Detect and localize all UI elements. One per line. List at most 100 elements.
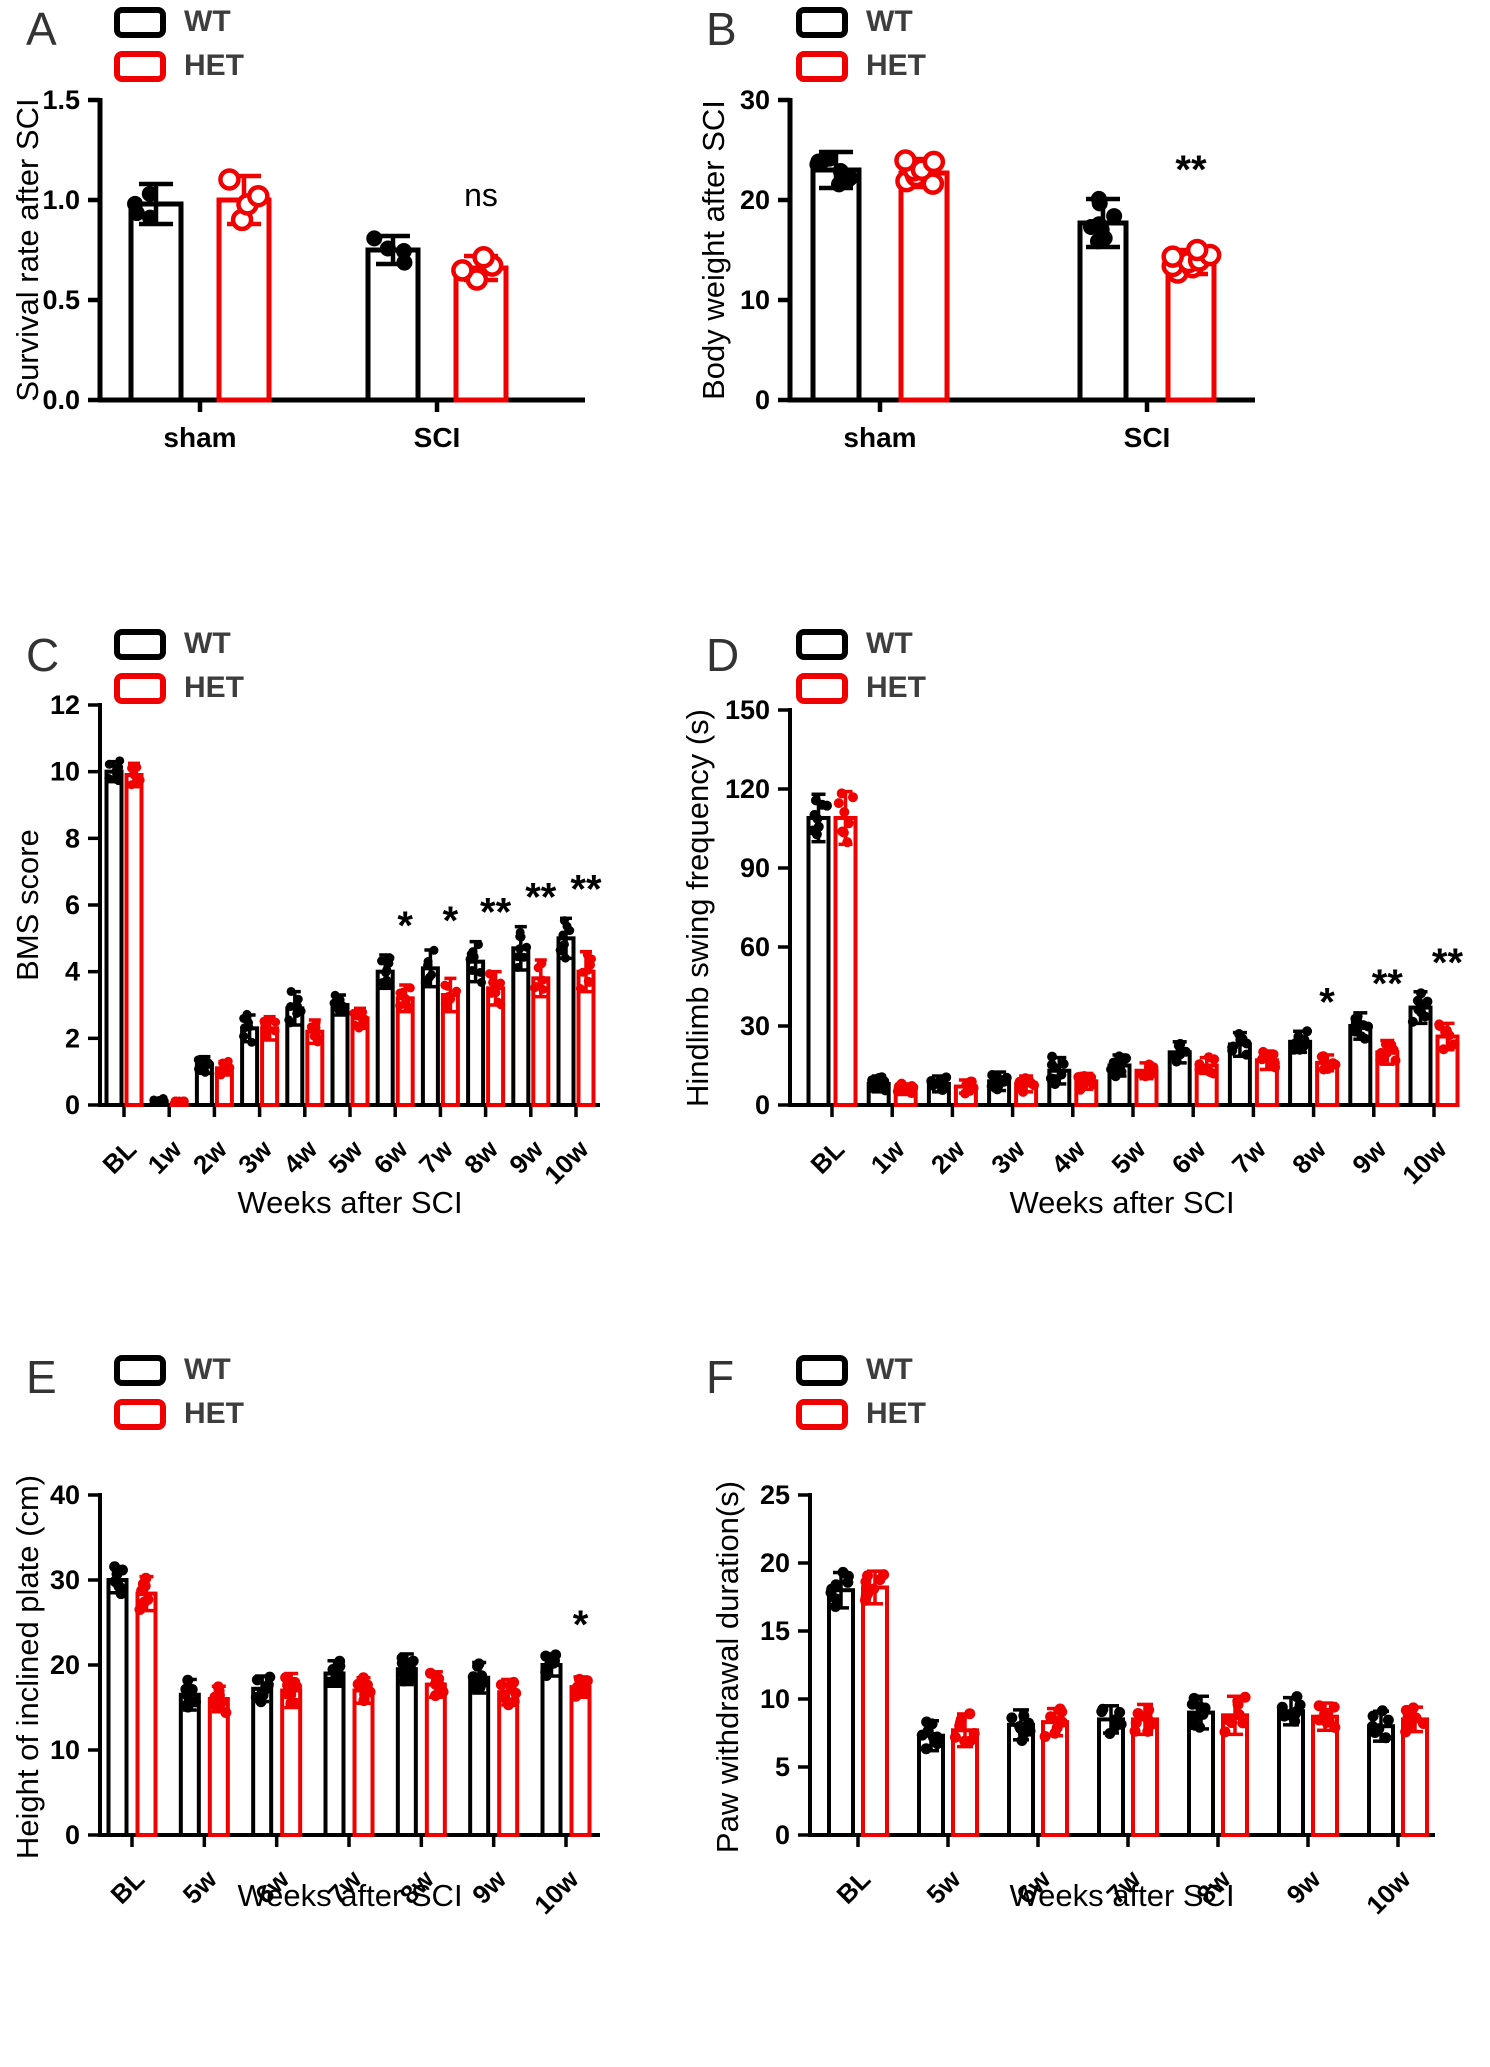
panel-letter-f: F <box>706 1351 735 1403</box>
svg-text:*: * <box>573 1603 589 1647</box>
chart-body-weight: 0 10 20 30 sham SCI ** <box>640 0 1490 530</box>
legend-label-het: HET <box>866 49 926 82</box>
svg-text:0: 0 <box>755 1090 770 1120</box>
legend-item-het: HET <box>114 666 244 710</box>
legend-swatch-wt-icon <box>796 6 848 38</box>
x-axis-title: Weeks after SCI <box>237 1185 463 1220</box>
svg-text:4: 4 <box>65 957 80 987</box>
svg-text:20: 20 <box>740 185 770 215</box>
legend-item-wt: WT <box>114 0 244 44</box>
legend-item-wt: WT <box>796 1348 926 1392</box>
svg-text:2: 2 <box>65 1023 80 1053</box>
svg-text:ns: ns <box>464 177 498 213</box>
panel-letter-b: B <box>706 3 737 55</box>
svg-text:4w: 4w <box>277 1133 323 1179</box>
svg-text:*: * <box>443 899 459 943</box>
legend-item-wt: WT <box>114 622 244 666</box>
svg-text:SCI: SCI <box>414 422 461 453</box>
legend-label-het: HET <box>184 49 244 82</box>
legend-label-wt: WT <box>184 627 231 660</box>
svg-text:6: 6 <box>65 890 80 920</box>
svg-text:8w: 8w <box>1286 1133 1332 1179</box>
y-axis-title: Height of inclined plate (cm) <box>10 1474 45 1860</box>
svg-text:90: 90 <box>740 853 770 883</box>
chart-paw-withdrawal: 0 5 10 15 20 25 BL 5w 6w 7w 8w 9w 10w <box>640 1300 1490 1920</box>
svg-text:150: 150 <box>725 695 770 725</box>
svg-text:20: 20 <box>50 1650 80 1680</box>
legend-swatch-het-icon <box>796 672 848 704</box>
chart-inclined-plate: 0 10 20 30 40 BL 5w 6w 7w 8w 9w 10w * <box>0 1300 640 1920</box>
svg-text:6w: 6w <box>368 1133 414 1179</box>
panel-c: 0 2 4 6 8 10 12 BL 1w 2w 3w 4w 5w 6w 7w 8w 9w 10w * * ** ** **… <box>0 540 640 1300</box>
svg-text:20: 20 <box>760 1548 790 1578</box>
legend-label-wt: WT <box>866 5 913 38</box>
legend-item-het: HET <box>114 44 244 88</box>
x-axis-title: Weeks after SCI <box>237 1878 463 1913</box>
panel-letter-c: C <box>26 629 60 681</box>
svg-text:10w: 10w <box>538 1133 595 1190</box>
legend: WT HET <box>114 0 244 88</box>
svg-text:25: 25 <box>760 1480 790 1510</box>
svg-text:3w: 3w <box>985 1133 1031 1179</box>
panel-f: 0 5 10 15 20 25 BL 5w 6w 7w 8w 9w 10w F WT HET Paw w… <box>640 1300 1490 1920</box>
svg-text:2w: 2w <box>187 1133 233 1179</box>
chart-hindlimb-swing: 0 30 60 90 120 150 BL 1w 2w 3w 4w 5w 6w 7w 8w 9w 10w * ** *… <box>640 540 1490 1300</box>
svg-text:2w: 2w <box>925 1133 971 1179</box>
svg-text:0.5: 0.5 <box>42 285 80 315</box>
panel-letter-e: E <box>26 1351 57 1403</box>
svg-text:4w: 4w <box>1045 1133 1091 1179</box>
svg-text:3w: 3w <box>232 1133 278 1179</box>
panel-a: 0.0 0.5 1.0 1.5 sham SCI ns A WT HET Survival … <box>0 0 640 530</box>
legend-label-wt: WT <box>866 627 913 660</box>
legend-swatch-het-icon <box>114 1398 166 1430</box>
legend-label-wt: WT <box>184 1353 231 1386</box>
legend: WT HET <box>114 622 244 710</box>
svg-text:**: ** <box>525 876 557 920</box>
legend-label-het: HET <box>184 671 244 704</box>
svg-text:10: 10 <box>50 757 80 787</box>
svg-text:BL: BL <box>97 1134 143 1180</box>
svg-text:30: 30 <box>740 85 770 115</box>
legend-item-wt: WT <box>114 1348 244 1392</box>
svg-text:10: 10 <box>740 285 770 315</box>
legend-label-het: HET <box>866 671 926 704</box>
svg-text:5w: 5w <box>323 1133 369 1179</box>
svg-text:sham: sham <box>163 422 236 453</box>
legend-item-het: HET <box>796 44 926 88</box>
svg-text:10: 10 <box>760 1684 790 1714</box>
legend-swatch-wt-icon <box>796 628 848 660</box>
svg-text:40: 40 <box>50 1480 80 1510</box>
svg-text:**: ** <box>480 891 512 935</box>
x-axis-title: Weeks after SCI <box>1009 1185 1235 1220</box>
panel-letter-d: D <box>706 629 740 681</box>
svg-text:**: ** <box>1432 941 1464 985</box>
svg-text:**: ** <box>1175 148 1207 192</box>
chart-survival-rate: 0.0 0.5 1.0 1.5 sham SCI ns <box>0 0 640 530</box>
panel-d: 0 30 60 90 120 150 BL 1w 2w 3w 4w 5w 6w 7w 8w 9w 10w * ** *… <box>640 540 1490 1300</box>
svg-text:sham: sham <box>843 422 916 453</box>
legend-swatch-het-icon <box>796 50 848 82</box>
legend-swatch-wt-icon <box>114 628 166 660</box>
legend-item-het: HET <box>114 1392 244 1436</box>
svg-text:SCI: SCI <box>1124 422 1171 453</box>
legend-label-het: HET <box>184 1397 244 1430</box>
panel-b: 0 10 20 30 sham SCI ** B WT HET Body weight af… <box>640 0 1490 530</box>
svg-text:30: 30 <box>740 1011 770 1041</box>
legend-label-wt: WT <box>184 5 231 38</box>
svg-text:BL: BL <box>805 1134 851 1180</box>
svg-text:*: * <box>1319 980 1335 1024</box>
figure-page: { "chart_data": [ { "panel": "A", "type"… <box>0 0 1490 1921</box>
svg-text:8w: 8w <box>458 1133 504 1179</box>
legend-label-het: HET <box>866 1397 926 1430</box>
svg-text:0: 0 <box>65 1820 80 1850</box>
chart-bms-score: 0 2 4 6 8 10 12 BL 1w 2w 3w 4w 5w 6w 7w 8w 9w 10w * * ** ** ** <box>0 540 640 1300</box>
legend-item-wt: WT <box>796 622 926 666</box>
legend-swatch-wt-icon <box>114 1354 166 1386</box>
svg-text:9w: 9w <box>1346 1133 1392 1179</box>
svg-text:10: 10 <box>50 1735 80 1765</box>
svg-text:15: 15 <box>760 1616 790 1646</box>
legend-item-het: HET <box>796 666 926 710</box>
legend: WT HET <box>796 622 926 710</box>
y-axis-title: Hindlimb swing frequency (s) <box>680 709 715 1107</box>
svg-text:1w: 1w <box>865 1133 911 1179</box>
